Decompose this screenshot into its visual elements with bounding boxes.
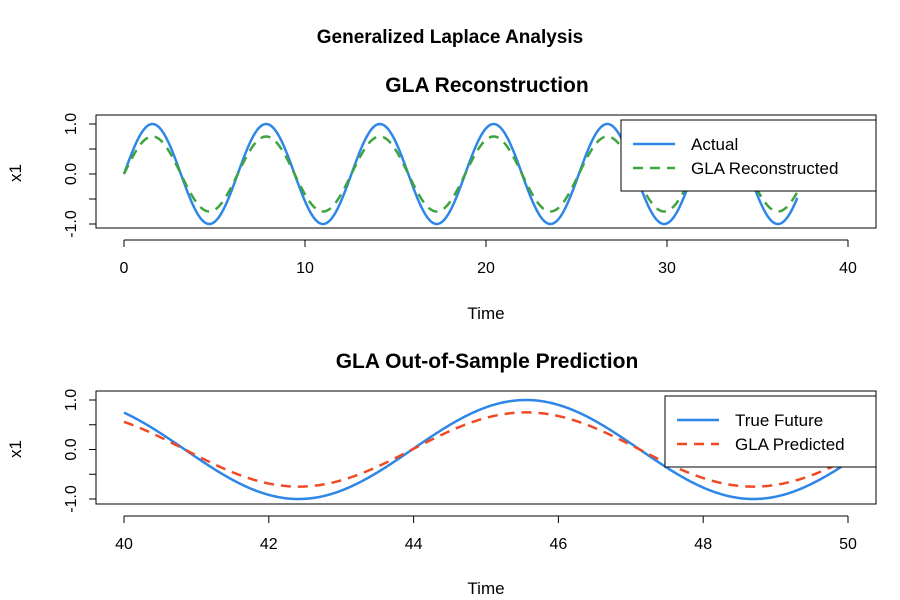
legend-label: GLA Predicted: [735, 435, 845, 454]
y-tick-label: -1.0: [63, 485, 80, 513]
reconstruction-x-axis: 0 10 20 30 40: [120, 239, 857, 277]
prediction-legend-box: [664, 395, 877, 468]
prediction-panel-title: GLA Out-of-Sample Prediction: [336, 350, 639, 373]
prediction-x-axis-label: Time: [467, 579, 504, 598]
reconstruction-panel: GLA Reconstruction 0 10 20 30 40 -1.00.01.0 …: [6, 74, 877, 323]
reconstruction-legend-box: [620, 119, 877, 192]
reconstruction-y-axis: -1.0 0.0 1.0: [63, 113, 97, 238]
reconstruction-y-axis-label: x1: [6, 164, 25, 182]
x-tick-label: 44: [405, 536, 423, 553]
reconstruction-x-axis-label: Time: [467, 304, 504, 323]
x-tick-label: 40: [839, 260, 857, 277]
figure-title: Generalized Laplace Analysis: [317, 27, 583, 48]
y-tick-label: -1.0: [63, 210, 80, 238]
prediction-series-0: [123, 398, 849, 501]
legend-label: True Future: [735, 411, 823, 430]
legend-label: GLA Reconstructed: [691, 159, 838, 178]
x-tick-label: 20: [477, 260, 495, 277]
x-tick-label: 0: [120, 260, 129, 277]
reconstruction-legend: Actual GLA Reconstructed: [620, 119, 877, 192]
x-tick-label: 42: [260, 536, 278, 553]
x-tick-label: 48: [694, 536, 712, 553]
x-tick-label: 40: [115, 536, 133, 553]
y-tick-label: 0.0: [63, 163, 80, 185]
y-tick-label: 1.0: [63, 389, 80, 411]
x-tick-label: 30: [658, 260, 676, 277]
prediction-panel: GLA Out-of-Sample Prediction 40 42 44 46 48 5…: [6, 350, 877, 598]
reconstruction-panel-title: GLA Reconstruction: [385, 74, 588, 97]
x-tick-label: 50: [839, 536, 857, 553]
prediction-y-axis-label: x1: [6, 440, 25, 458]
prediction-series-layer: [123, 398, 849, 501]
x-tick-label: 10: [296, 260, 314, 277]
prediction-y-axis: -1.0 0.0 1.0: [63, 389, 97, 513]
y-tick-label: 0.0: [63, 438, 80, 460]
prediction-x-axis: 40 42 44 46 48 50: [115, 515, 857, 553]
prediction-legend: True Future GLA Predicted: [664, 395, 877, 468]
x-tick-label: 46: [550, 536, 568, 553]
legend-label: Actual: [691, 135, 738, 154]
y-tick-label: 1.0: [63, 113, 80, 135]
